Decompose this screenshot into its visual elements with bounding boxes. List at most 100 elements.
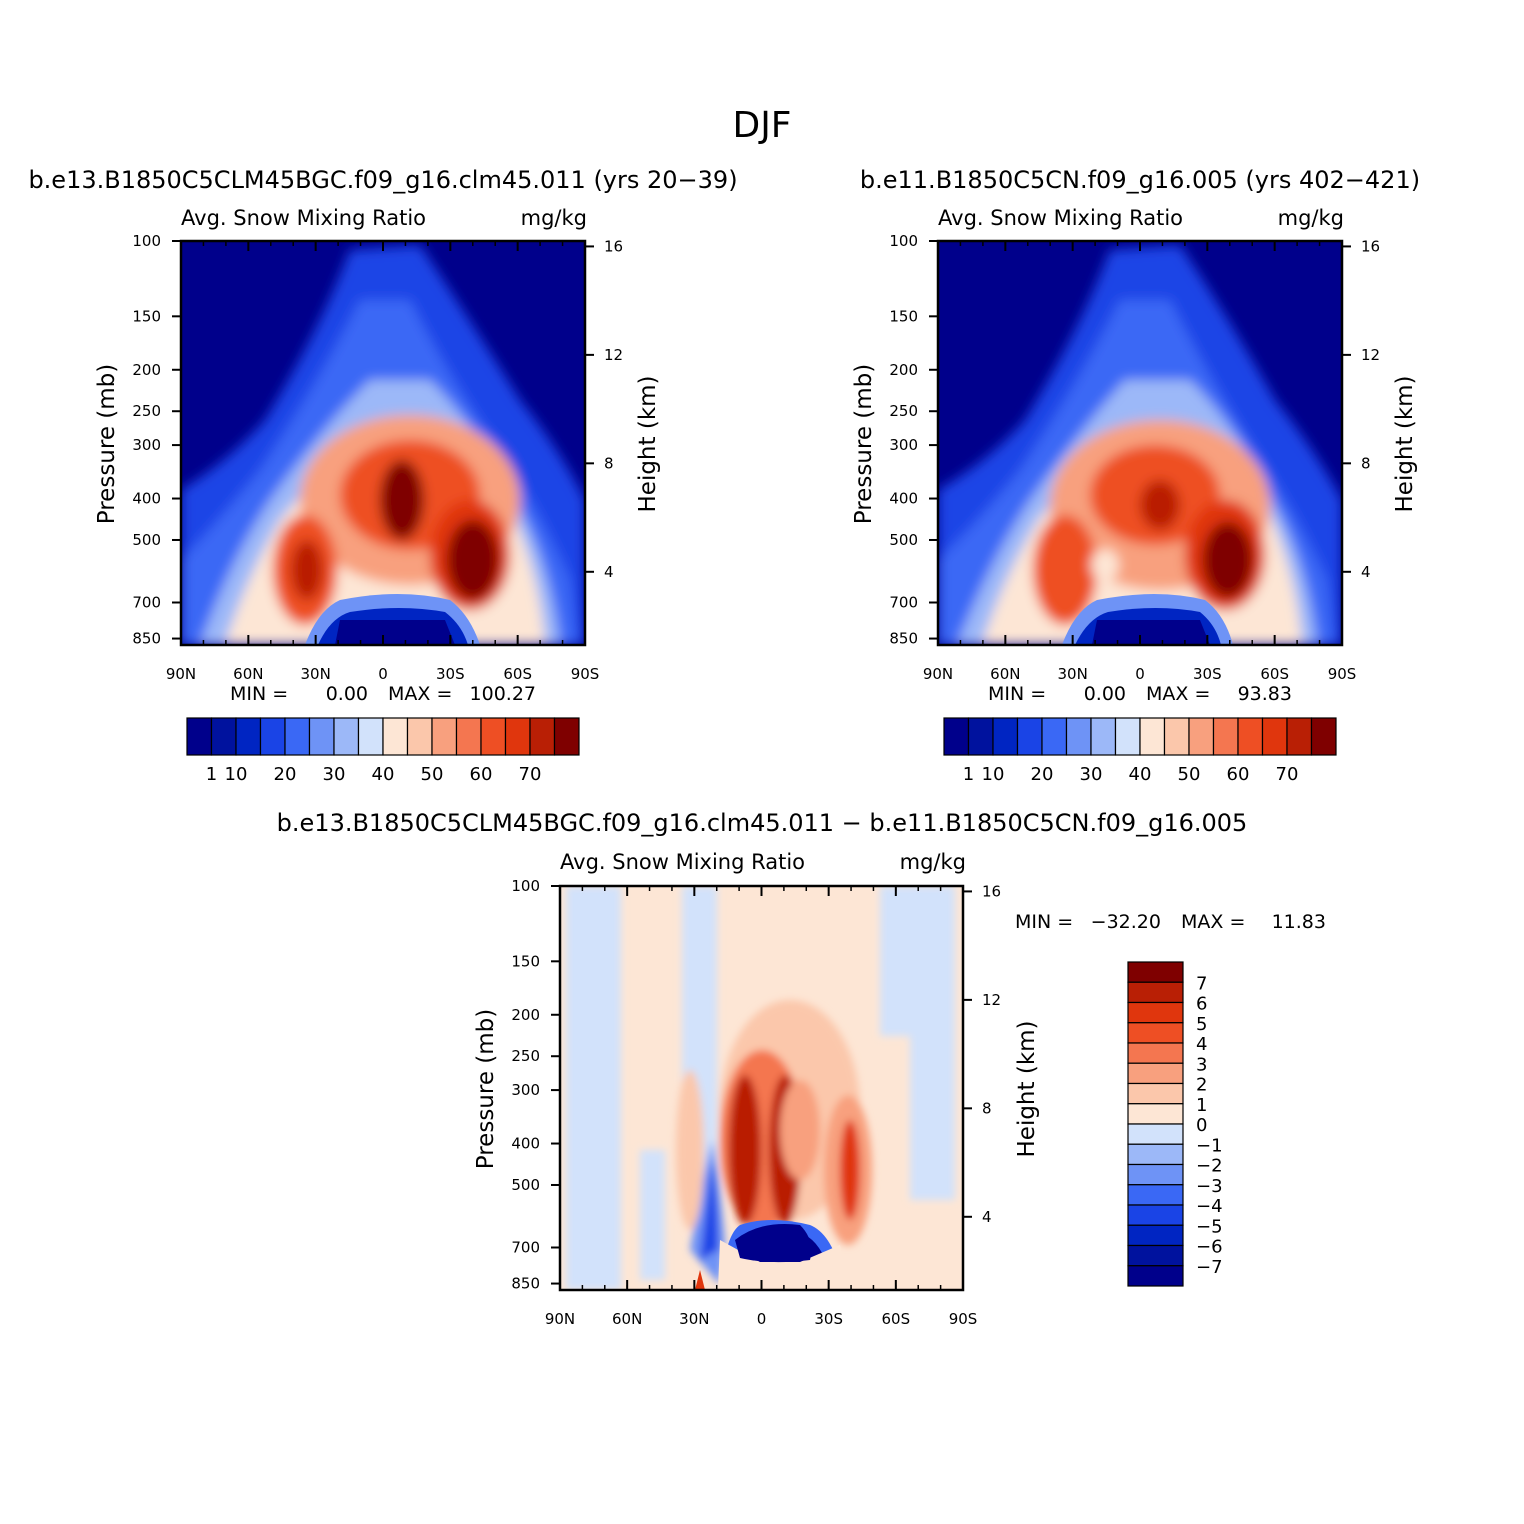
panel-b-colorbar-label: 30 (1080, 764, 1103, 785)
panel-diff-colorbar-box (1127, 1163, 1184, 1186)
panel-diff-colorbar-label: 7 (1196, 973, 1207, 994)
panel-b-units: mg/kg (1278, 206, 1344, 230)
panel-a-colorbar-label: 20 (274, 764, 297, 785)
panel-diff-colorbar-box (1127, 1204, 1184, 1226)
panel-b-colorbar-box (967, 717, 994, 756)
panel-a-colorbar-box (357, 717, 384, 756)
panel-b-colorbar-box (943, 717, 970, 756)
panel-b-y2label: Height (km) (1392, 375, 1418, 512)
panel-a-ytick-label: 300 (132, 436, 161, 454)
panel-diff-xtick-label: 30S (814, 1310, 843, 1328)
panel-a-field (181, 241, 585, 645)
panel-diff-colorbar-box (1127, 1001, 1184, 1024)
panel-b-colorbar-box (1065, 717, 1092, 756)
panel-a-xtick-label: 0 (378, 665, 388, 683)
panel-a-y2tick-label: 12 (604, 346, 623, 364)
panel-a-y2label: Height (km) (635, 375, 661, 512)
panel-a-colorbar-box (553, 717, 580, 756)
panel-a-min-label: MIN = (230, 683, 288, 705)
panel-a-colorbar-box (455, 717, 482, 756)
panel-diff-ytick-label: 250 (511, 1047, 540, 1065)
panel-b-colorbar-label: 20 (1031, 764, 1054, 785)
panel-diff-colorbar-box (1127, 1022, 1184, 1044)
panel-b-colorbar: 1 10 20 30 40 50 60 70 (943, 717, 1337, 785)
panel-a-ytick-label: 100 (132, 232, 161, 250)
panel-diff-colorbar-box (1127, 1123, 1184, 1145)
panel-b-ytick-label: 200 (889, 361, 918, 379)
panel-b-xtick-label: 30S (1193, 665, 1222, 683)
panel-b-colorbar-label: 1 (963, 764, 974, 785)
panel-a-colorbar-box (308, 717, 335, 756)
panel-b-ytick-label: 100 (889, 232, 918, 250)
panel-b-colorbar-box (1163, 717, 1190, 756)
panel-b-ytick-label: 250 (889, 402, 918, 420)
panel-a-colorbar-label: 60 (470, 764, 493, 785)
panel-b-colorbar-box (992, 717, 1019, 756)
panel-diff-colorbar-box (1127, 1184, 1184, 1206)
panel-diff-y2label: Height (km) (1014, 1020, 1040, 1157)
panel-diff-colorbar-label: −6 (1196, 1237, 1223, 1258)
panel-diff-colorbar-box (1127, 961, 1184, 983)
panel-a-xtick-label: 30S (436, 665, 465, 683)
panel-diff-colorbar-box (1127, 1265, 1184, 1287)
panel-diff-colorbar-box (1127, 1224, 1184, 1247)
panel-b-colorbar-label: 70 (1276, 764, 1299, 785)
panel-b-xtick-label: 90N (923, 665, 953, 683)
panel-a-xtick-label: 90N (166, 665, 196, 683)
panel-diff-xtick-label: 90S (949, 1310, 978, 1328)
panel-a-colorbar-label: 30 (323, 764, 346, 785)
panel-diff-ytick-label: 200 (511, 1006, 540, 1024)
panel-diff-colorbar-box (1127, 981, 1184, 1004)
panel-b-xtick-label: 90S (1328, 665, 1357, 683)
panel-b-min-value: 0.00 (1084, 683, 1126, 705)
panel-a-xtick-label: 30N (301, 665, 331, 683)
panel-diff-max-label: MAX = (1181, 911, 1245, 933)
panel-b-colorbar-label: 50 (1178, 764, 1201, 785)
panel-a-xtick-label: 60N (233, 665, 263, 683)
panel-a: b.e13.B1850C5CLM45BGC.f09_g16.clm45.011 … (28, 166, 737, 785)
panel-b-max-value: 93.83 (1238, 683, 1292, 705)
panel-b-variable: Avg. Snow Mixing Ratio (938, 206, 1183, 230)
panel-a-colorbar-box (382, 717, 409, 756)
panel-b-colorbar-label: 10 (982, 764, 1005, 785)
figure-title: DJF (732, 105, 791, 146)
panel-b-xtick-label: 30N (1058, 665, 1088, 683)
panel-diff-min-label: MIN = (1015, 911, 1073, 933)
panel-a-colorbar-box (406, 717, 433, 756)
panel-diff-colorbar-label: 3 (1196, 1054, 1207, 1075)
panel-a-colorbar-box (480, 717, 507, 756)
panel-a-y2tick-label: 4 (604, 563, 614, 581)
panel-b-ytick-label: 700 (889, 593, 918, 611)
panel-a-colorbar: 1 10 20 30 40 50 60 70 (186, 717, 580, 785)
panel-b-xtick-label: 60S (1260, 665, 1289, 683)
panel-diff-colorbar-box (1127, 1143, 1184, 1166)
panel-a-colorbar-box (259, 717, 286, 756)
panel-diff-ytick-label: 400 (511, 1135, 540, 1153)
panel-diff-max-value: 11.83 (1272, 911, 1326, 933)
panel-b-ytick-label: 400 (889, 490, 918, 508)
panel-diff-colorbar-label: −4 (1196, 1196, 1223, 1217)
panel-b-title: b.e11.B1850C5CN.f09_g16.005 (yrs 402−421… (860, 166, 1420, 194)
panel-b-max-label: MAX = (1146, 683, 1210, 705)
panel-a-colorbar-box (235, 717, 262, 756)
panel-a-y2tick-label: 16 (604, 237, 623, 255)
panel-b-colorbar-box (1090, 717, 1117, 756)
panel-b-colorbar-box (1261, 717, 1288, 756)
panel-diff-min-value: −32.20 (1091, 911, 1161, 933)
panel-diff-colorbar-label: −2 (1196, 1156, 1223, 1177)
panel-diff-y2tick-label: 12 (982, 991, 1001, 1009)
panel-diff-colorbar-label: 1 (1196, 1095, 1207, 1116)
panel-a-variable: Avg. Snow Mixing Ratio (181, 206, 426, 230)
panel-diff-colorbar-label: 6 (1196, 994, 1207, 1015)
panel-diff-colorbar-box (1127, 1042, 1184, 1064)
panel-a-ytick-label: 150 (132, 307, 161, 325)
panel-b-colorbar-box (1212, 717, 1239, 756)
panel-a-colorbar-box (504, 717, 531, 756)
panel-b-ytick-label: 300 (889, 436, 918, 454)
panel-a-colorbar-label: 10 (225, 764, 248, 785)
panel-a-ytick-label: 850 (132, 630, 161, 648)
panel-a-ytick-label: 200 (132, 361, 161, 379)
panel-diff-title: b.e13.B1850C5CLM45BGC.f09_g16.clm45.011 … (277, 809, 1248, 837)
